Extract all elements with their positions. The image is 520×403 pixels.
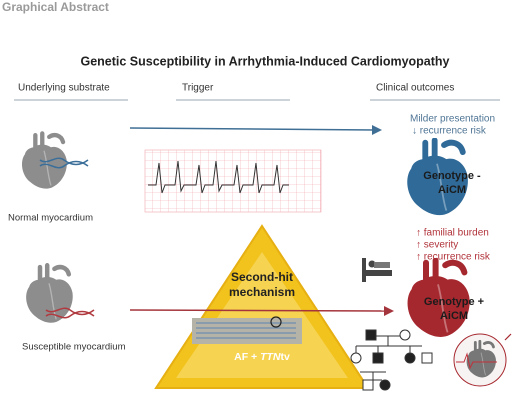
arrow-head — [384, 306, 394, 316]
dna-icon — [39, 157, 89, 169]
outcome-label: AiCM — [438, 184, 466, 196]
substrate-label: Normal myocardium — [8, 213, 93, 224]
dna-icon — [45, 307, 95, 319]
outcome-note: ↑ recurrence risk — [416, 252, 491, 263]
outcome-label: Genotype - — [423, 170, 481, 182]
sarcomere-icon — [192, 318, 302, 344]
outcome-label: AiCM — [440, 310, 468, 322]
column-header: Trigger — [182, 83, 214, 94]
arrow-head — [372, 125, 382, 135]
arrow — [129, 127, 376, 131]
patient-icon — [362, 258, 392, 282]
substrate-label: Susceptible myocardium — [22, 342, 126, 353]
outcome-note: ↓ recurrence risk — [412, 126, 487, 137]
trigger-prefix: AF + — [234, 351, 260, 363]
arrow — [129, 309, 387, 312]
mechanism-title: Second-hit — [231, 270, 293, 284]
ecg-trace — [148, 160, 289, 194]
arrow — [504, 333, 512, 341]
triangle-inner — [176, 252, 348, 378]
main-title: Genetic Susceptibility in Arrhythmia-Ind… — [80, 54, 449, 68]
trigger-gene: TTN — [260, 351, 281, 363]
column-header: Clinical outcomes — [376, 83, 454, 94]
outcome-note: ↑ severity — [416, 240, 458, 251]
trigger-label: AF + TTNtv — [234, 351, 290, 363]
page-title: Graphical Abstract — [2, 0, 109, 14]
mechanism-title: mechanism — [229, 285, 295, 299]
pedigree — [350, 329, 433, 391]
column-header: Underlying substrate — [18, 83, 110, 94]
outcome-note: ↑ familial burden — [416, 228, 489, 239]
trigger-suffix: tv — [281, 351, 290, 363]
sarcomere-lines — [196, 322, 296, 339]
outcome-note: Milder presentation — [410, 114, 495, 125]
outcome-label: Genotype + — [424, 296, 484, 308]
zoom-circle — [270, 316, 282, 328]
ecg-trace — [456, 352, 497, 370]
ecg-box — [144, 149, 322, 213]
